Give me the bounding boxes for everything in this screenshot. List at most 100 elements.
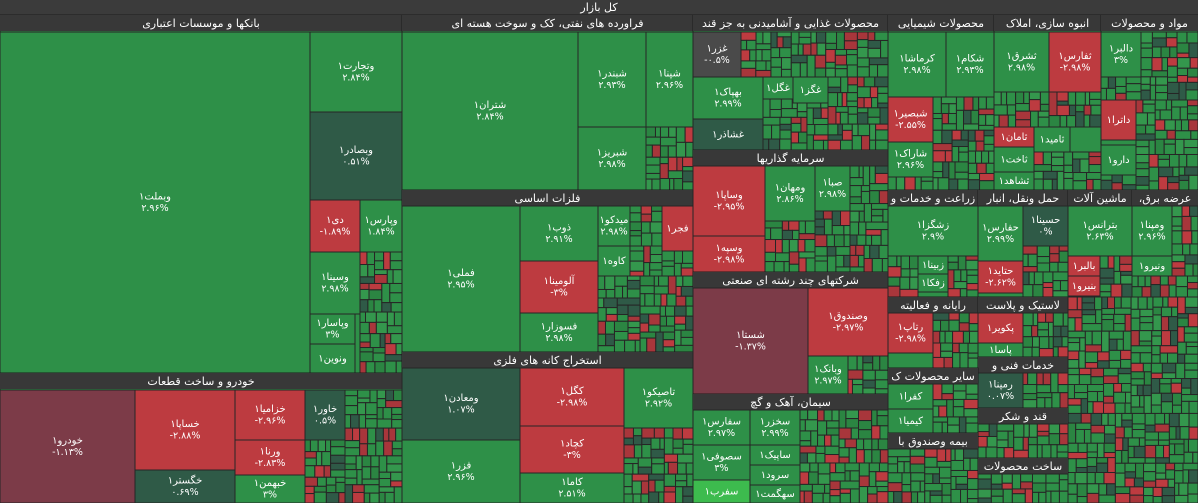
small-tile	[963, 398, 979, 410]
stock-name: سصوفی۱	[701, 452, 742, 463]
small-tile	[1183, 147, 1198, 155]
small-tile	[375, 321, 388, 335]
small-tile	[1152, 296, 1164, 308]
small-tile	[829, 472, 846, 482]
stock-change: ۲.۹۳%	[598, 80, 625, 91]
small-tile	[874, 379, 889, 390]
small-tile	[817, 473, 831, 485]
sector-header: فلزات اساسی	[402, 190, 693, 206]
small-tile	[1124, 462, 1137, 473]
small-tile	[952, 342, 960, 354]
small-tile	[1151, 31, 1167, 39]
stock-tile	[134, 469, 236, 503]
sector-header: خودرو و ساخت قطعات	[0, 373, 402, 389]
small-tile	[790, 54, 808, 64]
small-tile	[1056, 170, 1065, 191]
small-tile	[1186, 99, 1198, 107]
small-tile	[669, 178, 675, 191]
small-tile	[802, 43, 812, 56]
small-tile	[985, 162, 995, 174]
stock-change: ۲.۹۶%	[656, 80, 683, 91]
small-tile	[1117, 367, 1132, 375]
small-tile	[788, 220, 800, 231]
small-tile	[1096, 462, 1109, 474]
small-tile	[960, 269, 968, 283]
small-tile	[1171, 267, 1186, 277]
small-tile	[1075, 111, 1085, 128]
stock-change: ۲.۸۴%	[476, 112, 503, 123]
small-tile	[871, 438, 879, 451]
small-tile	[1174, 494, 1189, 503]
small-tile	[1127, 457, 1146, 464]
small-tile	[1042, 170, 1058, 180]
small-tile	[825, 31, 838, 44]
small-tile	[1024, 488, 1033, 503]
small-tile	[947, 112, 957, 125]
small-tile	[846, 64, 858, 78]
stock-name: خاور۱	[313, 404, 337, 415]
small-tile	[1188, 174, 1198, 191]
small-tile	[963, 457, 971, 471]
small-tile	[1015, 110, 1032, 121]
stock-tile	[764, 165, 816, 222]
small-tile	[1167, 478, 1176, 488]
small-tile	[843, 234, 851, 248]
stock-name: ونیرو۱	[1139, 261, 1166, 272]
stock-tile	[519, 260, 599, 314]
small-tile	[1045, 482, 1060, 492]
small-tile	[1131, 423, 1146, 431]
small-tile	[1140, 57, 1153, 71]
small-tile	[1015, 91, 1025, 105]
small-tile	[1079, 337, 1086, 352]
small-tile	[597, 275, 606, 290]
small-tile	[1175, 286, 1188, 298]
small-tile	[1121, 383, 1132, 393]
small-tile	[359, 347, 374, 353]
small-tile	[1176, 75, 1189, 83]
stock-name: تاصیکو۱	[642, 387, 676, 398]
sector-title: رایانه و فعالیته	[900, 299, 966, 312]
small-tile	[1168, 316, 1179, 332]
small-tile	[978, 124, 995, 131]
small-tile	[1160, 306, 1173, 318]
small-tile	[1084, 362, 1099, 369]
small-tile	[1042, 282, 1054, 288]
small-tile	[869, 139, 877, 151]
small-tile	[364, 311, 377, 323]
small-tile	[376, 407, 384, 420]
sector-title: قند و شکر	[998, 410, 1047, 423]
small-tile	[685, 315, 694, 331]
small-tile	[1042, 372, 1052, 386]
small-tile	[849, 488, 860, 503]
small-tile	[354, 313, 361, 374]
small-tile	[1081, 302, 1096, 311]
small-tile	[824, 454, 840, 464]
small-tile	[1135, 146, 1150, 155]
small-tile	[1047, 321, 1054, 338]
small-tile	[1067, 483, 1078, 495]
small-tile	[857, 254, 865, 268]
small-tile	[393, 311, 403, 327]
small-tile	[1171, 254, 1186, 263]
small-tile	[682, 443, 694, 455]
small-tile	[648, 324, 661, 333]
small-tile	[674, 305, 687, 317]
small-tile	[978, 108, 995, 116]
small-tile	[382, 427, 390, 442]
small-tile	[359, 276, 376, 284]
small-tile	[841, 123, 853, 131]
small-tile	[1037, 312, 1047, 323]
small-tile	[776, 36, 784, 49]
stock-tile	[692, 235, 766, 273]
small-tile	[824, 483, 831, 494]
small-tile	[1058, 490, 1069, 503]
stock-name: ومعادن۱	[443, 393, 478, 404]
small-tile	[1072, 172, 1088, 182]
small-tile	[936, 460, 952, 468]
small-tile	[361, 466, 372, 480]
small-tile	[613, 339, 626, 353]
small-tile	[1075, 422, 1092, 430]
small-tile	[896, 255, 902, 268]
small-tile	[682, 181, 694, 191]
small-tile	[1048, 423, 1061, 435]
